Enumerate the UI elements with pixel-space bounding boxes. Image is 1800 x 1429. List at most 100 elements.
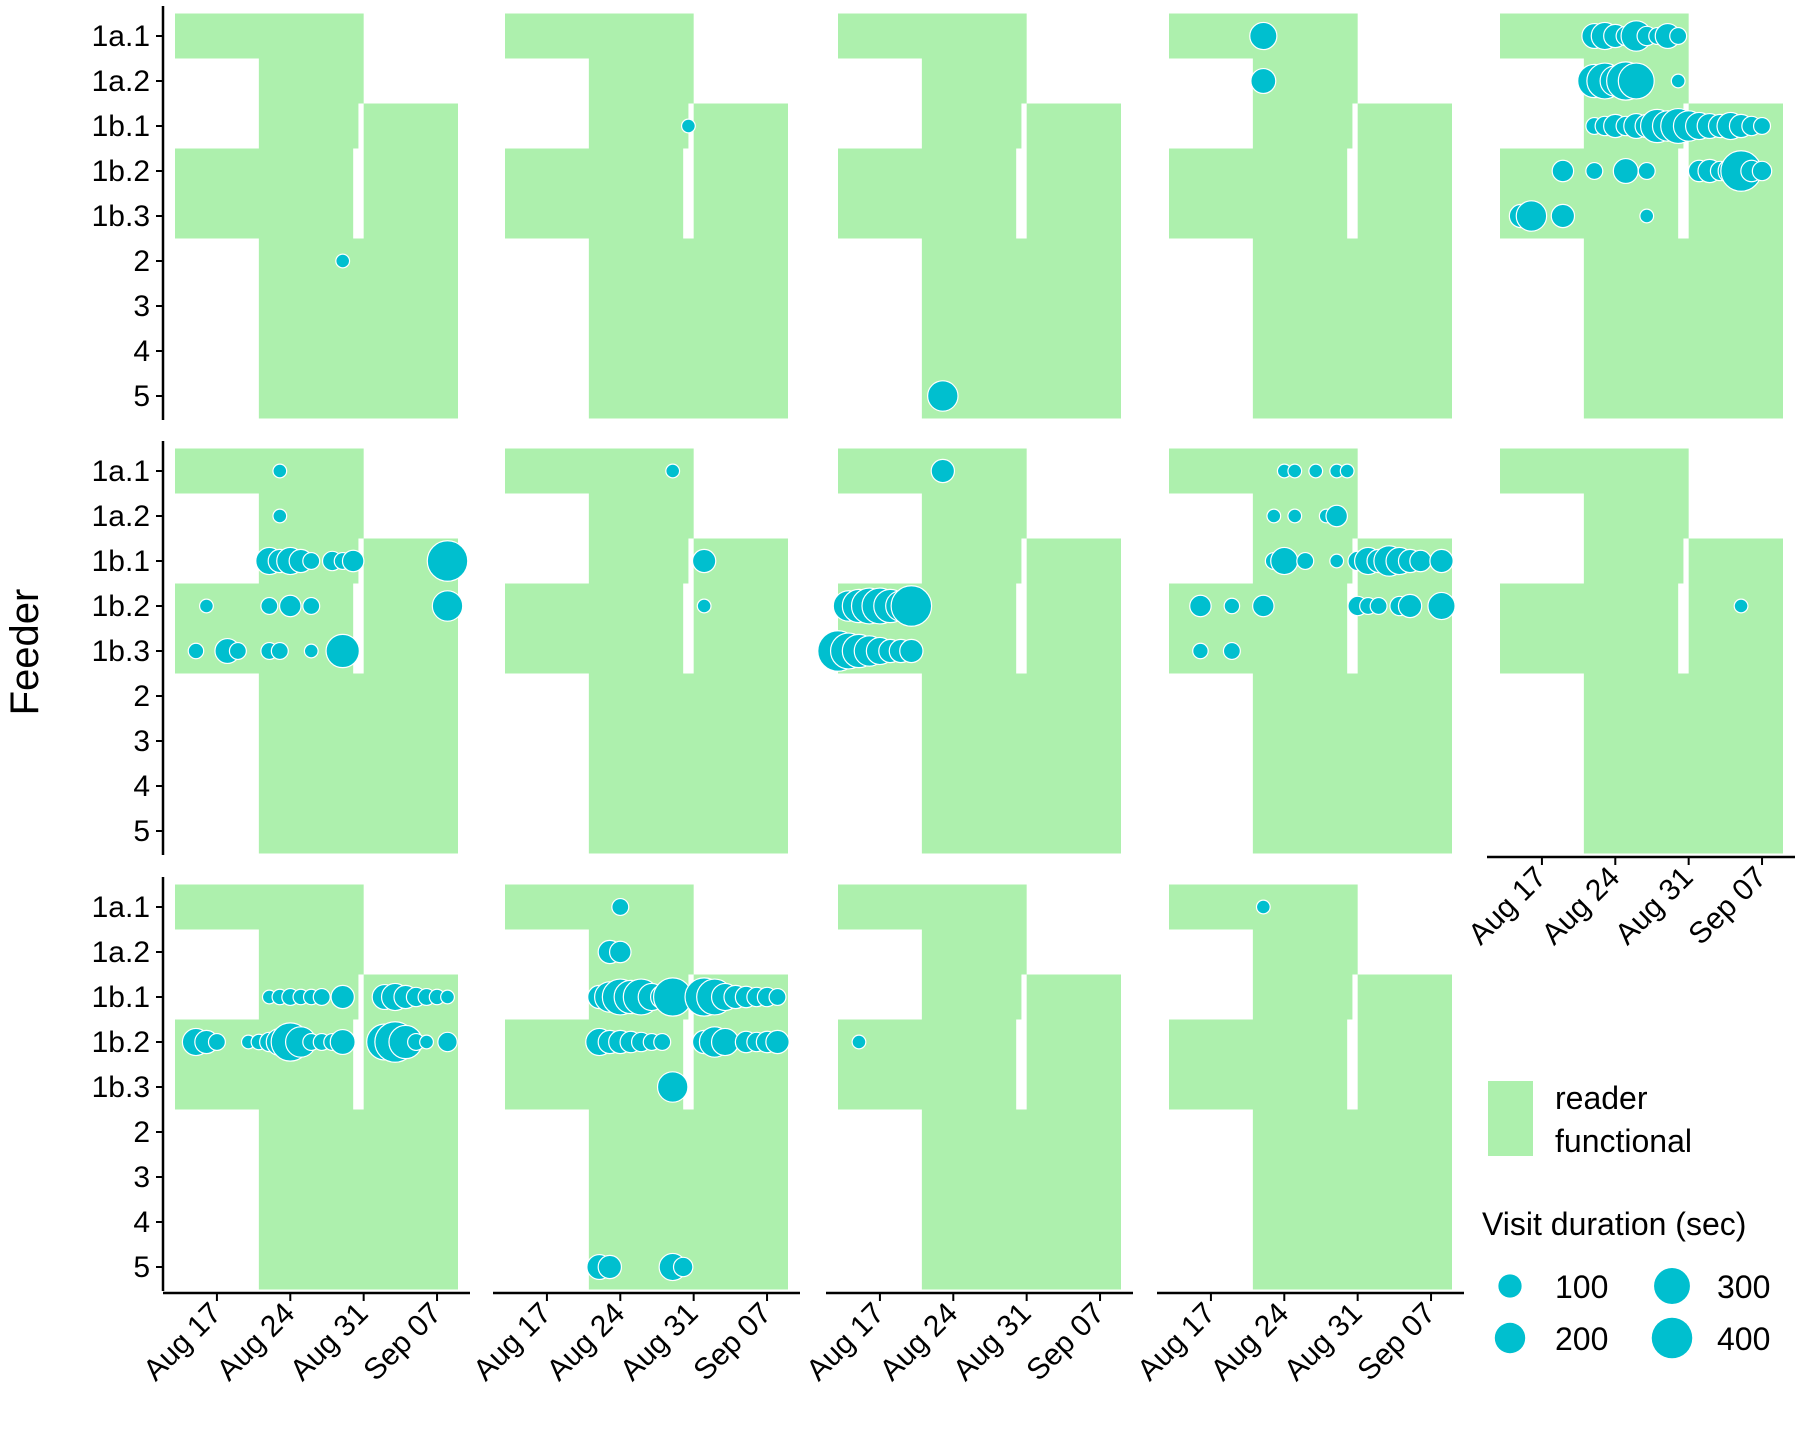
visit-point xyxy=(665,463,681,479)
reader-functional-area xyxy=(1026,148,1121,239)
visit-point xyxy=(691,548,717,574)
visit-point xyxy=(656,1071,689,1103)
visit-point xyxy=(597,1254,623,1280)
legend-size-title: Visit duration (sec) xyxy=(1482,1206,1746,1242)
reader-functional-area xyxy=(693,103,788,149)
reader-functional-area xyxy=(1026,974,1121,1020)
visit-point xyxy=(228,641,247,661)
x-tick-label: Aug 24 xyxy=(1536,861,1627,952)
reader-functional-area xyxy=(921,493,1027,539)
visit-point xyxy=(765,1029,790,1055)
reader-functional-area xyxy=(921,1109,1121,1290)
y-tick-label: 4 xyxy=(133,770,150,803)
reader-functional-area xyxy=(921,58,1027,104)
visit-point xyxy=(1296,551,1315,571)
facet-panel: 1a.1 1a.2 1b.1 1b.2 1b.3 2 3 4 5 xyxy=(92,441,469,855)
facet-panel xyxy=(817,448,1121,854)
visit-point xyxy=(1255,899,1271,915)
reader-functional-area xyxy=(588,538,689,584)
visit-point xyxy=(1189,594,1212,618)
visit-point xyxy=(1287,463,1303,479)
reader-functional-area xyxy=(258,1109,458,1290)
visit-point xyxy=(899,638,924,664)
visit-point xyxy=(1325,504,1349,528)
visit-point xyxy=(1192,642,1209,660)
legend-size-circle xyxy=(1494,1322,1526,1354)
visit-point xyxy=(1369,596,1388,616)
y-tick-label: 1b.2 xyxy=(92,155,150,188)
reader-functional-area xyxy=(1583,538,1684,584)
y-tick-label: 1a.1 xyxy=(92,20,150,53)
reader-functional-area xyxy=(1357,148,1452,239)
visit-point xyxy=(1752,116,1772,136)
y-tick-label: 1b.1 xyxy=(92,545,150,578)
y-tick-label: 1a.2 xyxy=(92,936,150,969)
visit-point xyxy=(440,989,455,1005)
visit-point xyxy=(680,118,696,134)
legend-size-circle xyxy=(1654,1268,1690,1304)
y-tick-label: 5 xyxy=(133,815,150,848)
y-tick-label: 1b.3 xyxy=(92,1071,150,1104)
reader-functional-area xyxy=(1252,103,1353,149)
visit-point xyxy=(611,897,630,917)
reader-functional-area xyxy=(505,13,694,59)
y-tick-label: 3 xyxy=(133,1161,150,1194)
reader-functional-area xyxy=(505,448,694,494)
visit-point xyxy=(198,598,214,614)
y-tick-label: 4 xyxy=(133,335,150,368)
visit-point xyxy=(1270,546,1299,576)
visit-point xyxy=(710,1027,740,1057)
facet-panel xyxy=(1169,448,1456,854)
y-tick-label: 1a.1 xyxy=(92,455,150,488)
facet-panel xyxy=(505,448,788,854)
y-tick-label: 1b.2 xyxy=(92,590,150,623)
reader-functional-area xyxy=(838,148,1017,239)
reader-functional-area xyxy=(175,583,354,674)
legend-size-circle xyxy=(1651,1317,1693,1359)
visit-point xyxy=(335,253,351,269)
y-tick-label: 1b.1 xyxy=(92,110,150,143)
reader-functional-area xyxy=(1169,1019,1348,1110)
visit-point xyxy=(187,642,205,660)
x-tick-label: Aug 31 xyxy=(947,1297,1038,1388)
visit-point xyxy=(1409,549,1432,573)
reader-functional-area xyxy=(838,884,1027,930)
facet-panel xyxy=(1500,13,1783,419)
x-tick-label: Aug 17 xyxy=(1131,1297,1222,1388)
visit-point xyxy=(341,549,365,573)
visit-point xyxy=(278,594,302,618)
visit-point xyxy=(1250,67,1277,95)
visit-point xyxy=(1429,548,1454,574)
visit-point xyxy=(672,1256,694,1278)
visit-point xyxy=(302,551,321,571)
x-tick-label: Aug 31 xyxy=(614,1297,705,1388)
panel-grid: 1a.1 1a.2 1b.1 1b.2 1b.3 2 3 4 5 1a.1 1a.2 1b.1 1b.2… xyxy=(92,6,1795,1387)
visit-point xyxy=(330,984,355,1010)
x-tick-label: Sep 07 xyxy=(1351,1297,1442,1388)
reader-functional-area xyxy=(1252,238,1452,419)
y-tick-label: 1b.3 xyxy=(92,635,150,668)
visit-point xyxy=(1427,591,1456,621)
visit-point xyxy=(1639,208,1655,224)
visit-point xyxy=(302,596,321,616)
reader-functional-area xyxy=(588,238,788,419)
visit-point xyxy=(312,987,331,1007)
legend-fill-label-line1: reader xyxy=(1555,1080,1648,1116)
y-tick-label: 1b.1 xyxy=(92,981,150,1014)
reader-functional-area xyxy=(1500,583,1679,674)
reader-functional-area xyxy=(921,673,1121,854)
visit-point xyxy=(272,508,288,524)
visit-point xyxy=(1287,508,1303,524)
reader-functional-area xyxy=(921,538,1022,584)
legend-size-keys: 100 200 300 400 xyxy=(1494,1268,1770,1359)
reader-functional-area xyxy=(175,448,364,494)
visit-point xyxy=(1329,553,1345,569)
reader-functional-area xyxy=(1026,538,1121,584)
visit-point xyxy=(930,458,956,484)
reader-functional-area xyxy=(1583,493,1689,539)
reader-functional-area xyxy=(1169,148,1348,239)
